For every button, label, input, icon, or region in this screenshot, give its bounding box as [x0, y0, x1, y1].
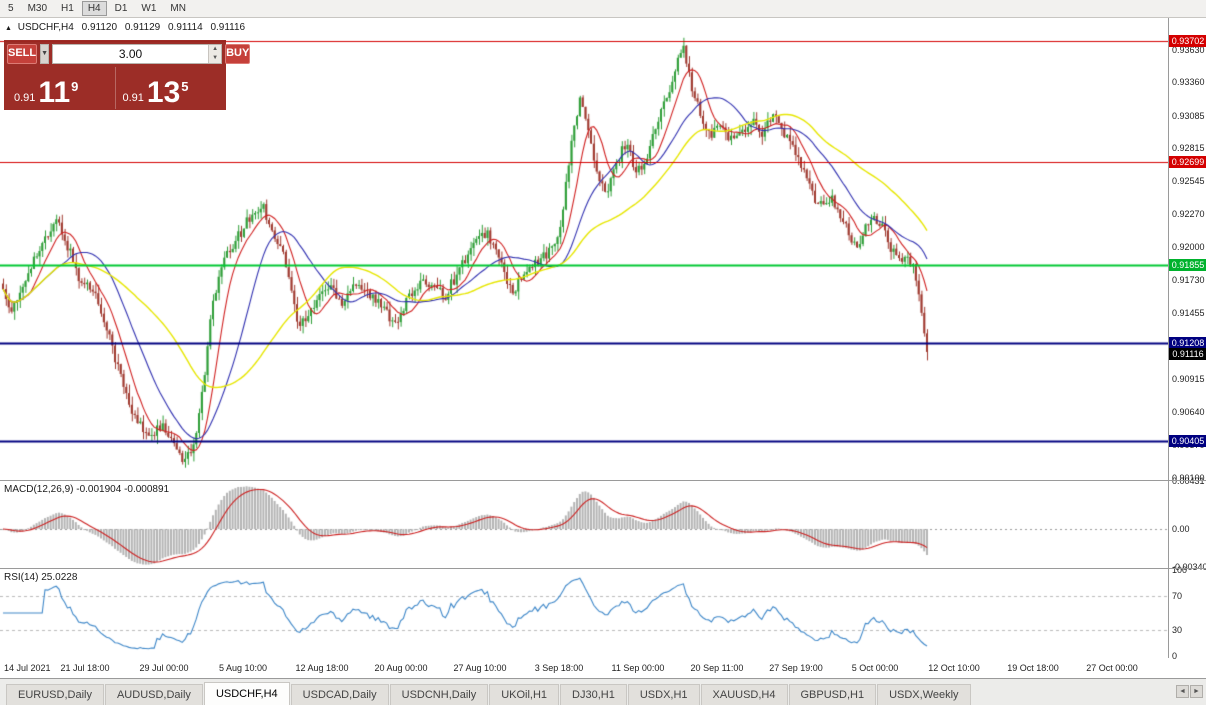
buy-price-prefix: 0.91 — [122, 92, 144, 104]
volume-up-icon[interactable]: ▲ — [209, 45, 222, 54]
macd-tick: 0.00 — [1172, 524, 1190, 535]
tab-scroll-right-icon[interactable]: ► — [1190, 685, 1203, 698]
price-level-badge: 0.91208 — [1169, 337, 1206, 350]
price-tick: 0.91455 — [1172, 308, 1205, 319]
price-tick: 0.92545 — [1172, 176, 1205, 187]
ohlc-open: 0.91120 — [81, 22, 118, 33]
time-axis-label: 20 Sep 11:00 — [690, 663, 744, 673]
time-axis-label: 27 Oct 00:00 — [1086, 663, 1138, 673]
rsi-indicator-label: RSI(14) 25.0228 — [4, 572, 78, 583]
macd-indicator-label: MACD(12,26,9) -0.001904 -0.000891 — [4, 484, 170, 495]
sell-price-big: 11 — [38, 76, 71, 109]
ohlc-high: 0.91129 — [124, 22, 161, 33]
time-axis-label: 29 Jul 00:00 — [139, 663, 189, 673]
price-tick: 0.93360 — [1172, 77, 1205, 88]
timeframe-button-w1[interactable]: W1 — [141, 3, 157, 14]
macd-tick: -0.00340 — [1172, 562, 1206, 572]
time-axis-label: 14 Jul 2021 — [4, 663, 51, 673]
time-axis-label: 12 Oct 10:00 — [928, 663, 980, 673]
price-tick: 0.93085 — [1172, 110, 1205, 121]
chart-tab-usdcnh-daily[interactable]: USDCNH,Daily — [389, 684, 489, 705]
chart-ohlc-header: ▲ USDCHF,H4 0.91120 0.91129 0.91114 0.91… — [5, 22, 250, 33]
time-axis-label: 11 Sep 00:00 — [611, 663, 665, 673]
time-axis-label: 5 Aug 10:00 — [218, 663, 268, 673]
price-tick: 0.92270 — [1172, 209, 1205, 220]
price-tick: 0.91730 — [1172, 274, 1205, 285]
timeframe-button-5[interactable]: 5 — [8, 3, 14, 14]
timeframe-button-mn[interactable]: MN — [170, 3, 186, 14]
volume-stepper: ▲ ▼ — [208, 45, 222, 63]
price-tick: 0.90100 — [1172, 472, 1205, 483]
rsi-panel-separator[interactable] — [0, 568, 1206, 569]
time-axis-label: 19 Oct 18:00 — [1007, 663, 1059, 673]
chart-tab-usdchf-h4[interactable]: USDCHF,H4 — [203, 682, 290, 705]
ohlc-low: 0.91114 — [168, 22, 203, 33]
price-level-badge: 0.93702 — [1169, 34, 1206, 47]
volume-down-icon[interactable]: ▼ — [209, 54, 222, 63]
chart-tab-gbpusd-h1[interactable]: GBPUSD,H1 — [788, 684, 877, 705]
chart-tab-usdx-h1[interactable]: USDX,H1 — [627, 684, 700, 705]
time-axis-label: 20 Aug 00:00 — [374, 663, 428, 673]
chart-tab-audusd-daily[interactable]: AUDUSD,Daily — [104, 684, 203, 705]
price-chart-canvas[interactable] — [0, 18, 1168, 658]
chart-tab-bar: EURUSD,Daily AUDUSD,Daily USDCHF,H4 USDCAD,… — [0, 678, 1206, 705]
price-level-badge: 0.90405 — [1169, 434, 1206, 447]
chart-symbol: USDCHF,H4 — [17, 22, 74, 33]
chart-tab-usdcad-daily[interactable]: USDCAD,Daily — [290, 684, 389, 705]
sell-price[interactable]: 0.91 11 9 — [7, 67, 115, 109]
price-level-badge: 0.91855 — [1169, 258, 1206, 271]
rsi-tick: 100 — [1172, 565, 1188, 575]
price-tick: 0.90640 — [1172, 407, 1205, 418]
timeframe-button-d1[interactable]: D1 — [114, 3, 128, 14]
macd-panel-separator[interactable] — [0, 480, 1206, 481]
time-axis-label: 27 Aug 10:00 — [453, 663, 507, 673]
ohlc-close: 0.91116 — [210, 22, 246, 33]
price-level-badge: 0.92699 — [1169, 156, 1206, 169]
time-axis-label: 3 Sep 18:00 — [534, 663, 584, 673]
timeframe-toolbar: 5 M30 H1 H4 D1 W1 MN — [0, 0, 1206, 18]
chart-tab-usdx-weekly[interactable]: USDX,Weekly — [877, 684, 971, 705]
rsi-tick: 30 — [1172, 625, 1183, 636]
time-axis-label: 27 Sep 19:00 — [769, 663, 823, 673]
sell-price-prefix: 0.91 — [14, 92, 36, 104]
tab-scrollbar: ◄ ► — [1176, 685, 1203, 698]
time-axis-label: 21 Jul 18:00 — [60, 663, 110, 673]
timeframe-button-m30[interactable]: M30 — [27, 3, 48, 14]
price-level-badge: 0.91116 — [1169, 348, 1206, 361]
sell-button[interactable]: SELL — [7, 44, 38, 64]
timeframe-button-h4[interactable]: H4 — [81, 1, 107, 16]
bid-ask-display: 0.91 11 9 0.91 13 5 — [7, 67, 223, 109]
buy-price-sup: 5 — [181, 79, 189, 94]
buy-price[interactable]: 0.91 13 5 — [114, 67, 224, 109]
timeframe-button-h1[interactable]: H1 — [61, 3, 74, 14]
price-tick: 0.90915 — [1172, 373, 1205, 384]
price-tick: 0.92815 — [1172, 143, 1205, 154]
tab-scroll-left-icon[interactable]: ◄ — [1176, 685, 1189, 698]
one-click-trade-panel: SELL ▼ ▲ ▼ BUY 0.91 11 9 0.91 13 5 — [4, 40, 251, 110]
price-axis: 0.93630 0.93360 0.93085 0.92815 0.92545 0.922… — [1168, 18, 1206, 661]
volume-dropdown-icon[interactable]: ▼ — [40, 44, 50, 64]
sell-price-sup: 9 — [71, 79, 79, 94]
trade-controls-row: SELL ▼ ▲ ▼ BUY — [7, 43, 251, 65]
chart-marker-icon: ▲ — [5, 25, 12, 32]
chart-tab-ukoil-h1[interactable]: UKOil,H1 — [489, 684, 560, 705]
rsi-tick: 70 — [1172, 590, 1183, 601]
time-axis-label: 12 Aug 18:00 — [295, 663, 349, 673]
volume-box: ▲ ▼ — [52, 44, 223, 64]
buy-button[interactable]: BUY — [225, 44, 251, 64]
time-axis: 14 Jul 2021 21 Jul 18:00 29 Jul 00:00 5 Aug… — [0, 658, 1206, 678]
time-axis-label: 5 Oct 00:00 — [851, 663, 899, 673]
chart-tab-dj30-h1[interactable]: DJ30,H1 — [560, 684, 627, 705]
chart-tab-eurusd-daily[interactable]: EURUSD,Daily — [6, 684, 104, 705]
rsi-tick: 0 — [1172, 651, 1178, 661]
macd-tick: 0.00431 — [1172, 476, 1205, 486]
price-tick: 0.92000 — [1172, 242, 1205, 253]
chart-tab-xauusd-h4[interactable]: XAUUSD,H4 — [700, 684, 788, 705]
buy-price-big: 13 — [146, 76, 181, 109]
price-tick: 0.93630 — [1172, 44, 1205, 55]
volume-input[interactable] — [53, 45, 209, 63]
